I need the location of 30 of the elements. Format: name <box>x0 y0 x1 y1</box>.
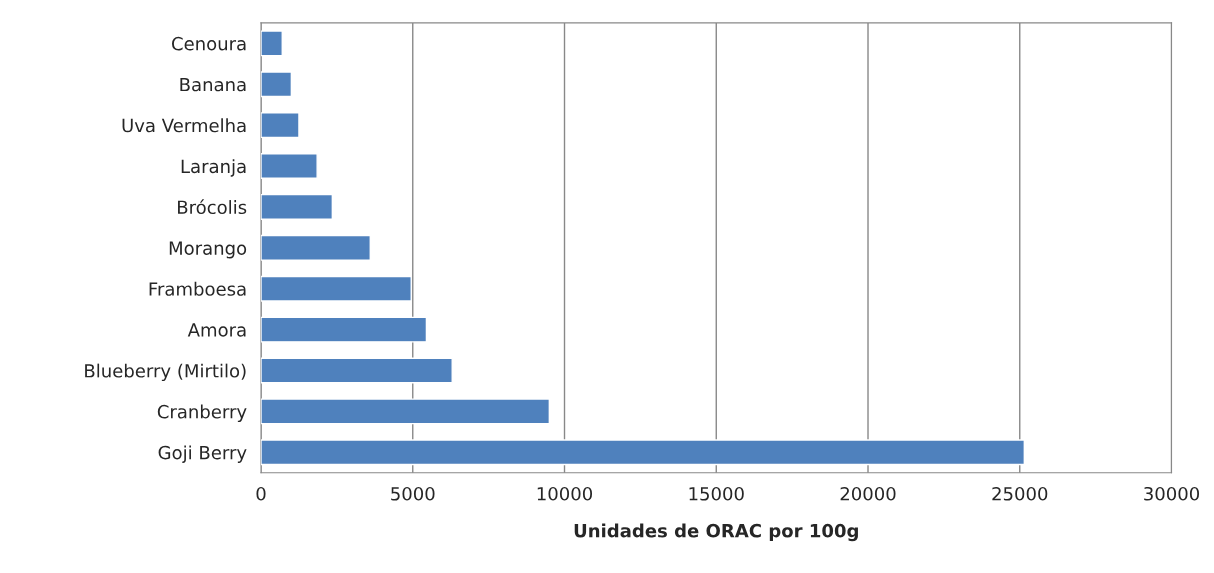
x-axis-title: Unidades de ORAC por 100g <box>574 523 858 542</box>
y-tick-label: Blueberry (Mirtilo) <box>85 363 246 382</box>
x-tick-label: 25000 <box>992 486 1048 501</box>
x-tick-label: 10000 <box>537 486 593 501</box>
x-tick-label: 5000 <box>391 486 435 501</box>
bar <box>261 112 300 139</box>
x-tick-label: 20000 <box>840 486 896 501</box>
y-tick-label: Cranberry <box>157 404 247 422</box>
bar <box>261 439 1026 466</box>
x-tick-label: 30000 <box>1144 486 1200 501</box>
bar <box>261 234 371 261</box>
y-tick-label: Framboesa <box>149 281 246 296</box>
bar <box>261 193 334 220</box>
y-tick-label: Laranja <box>181 159 246 177</box>
y-tick-label: Banana <box>180 77 246 92</box>
bar <box>261 357 453 384</box>
x-tick-label: 0 <box>256 486 266 501</box>
bar <box>261 316 428 343</box>
y-tick-label: Uva Vermelha <box>122 118 246 133</box>
bar <box>261 71 293 98</box>
bar <box>261 275 412 302</box>
bar <box>261 30 283 57</box>
y-tick-label: Morango <box>169 241 247 259</box>
y-tick-label: Cenoura <box>172 36 246 51</box>
y-tick-label: Amora <box>187 323 246 337</box>
bar <box>261 153 318 180</box>
x-tick-label: 15000 <box>689 486 744 501</box>
bar <box>261 398 551 425</box>
y-tick-label: Goji Berry <box>158 445 247 463</box>
y-tick-label: Brócolis <box>178 199 247 215</box>
